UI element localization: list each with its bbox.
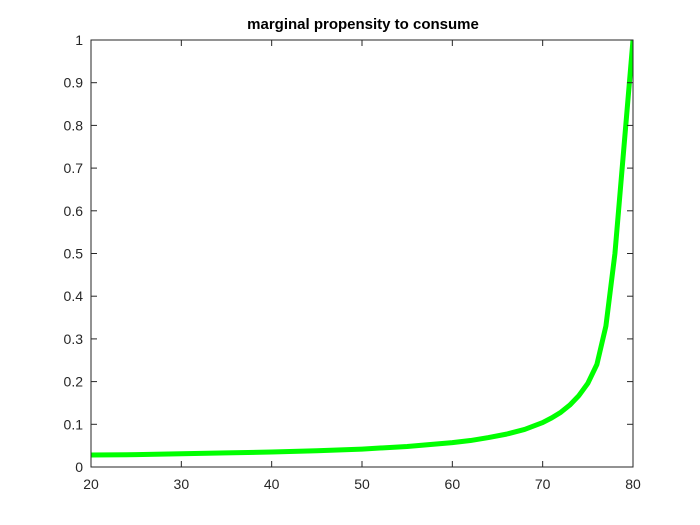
y-tick-label: 1	[75, 32, 83, 48]
series-line-1	[91, 39, 633, 458]
x-tick-label: 30	[174, 476, 190, 492]
y-tick-label: 0.5	[64, 246, 84, 262]
x-tick-label: 40	[264, 476, 280, 492]
y-tick-label: 0.1	[64, 416, 84, 432]
x-tick-label: 20	[83, 476, 99, 492]
y-tick-label: 0.3	[64, 331, 84, 347]
y-tick-label: 0.8	[64, 117, 84, 133]
series-layer	[91, 39, 633, 458]
y-tick-label: 0.2	[64, 374, 84, 390]
y-tick-label: 0.7	[64, 160, 84, 176]
y-tick-label: 0.9	[64, 75, 84, 91]
x-tick-label: 60	[445, 476, 461, 492]
y-tick-label: 0.4	[64, 288, 84, 304]
x-tick-label: 50	[354, 476, 370, 492]
chart-title: marginal propensity to consume	[247, 16, 479, 33]
plot-area	[91, 40, 633, 467]
tick-layer: 20 30 40 50 60 70 80 0 0.1 0.2 0.3 0.4 0.5 0.6 0.7 0.8 0…	[64, 32, 641, 492]
y-tick-label: 0.6	[64, 203, 84, 219]
x-tick-label: 70	[535, 476, 551, 492]
y-tick-label: 0	[75, 459, 83, 475]
x-tick-label: 80	[625, 476, 641, 492]
